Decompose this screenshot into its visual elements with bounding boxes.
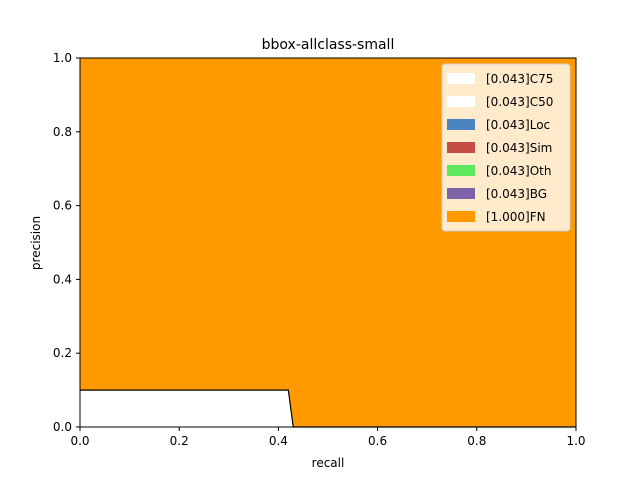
y-axis-ticks: 0.0 0.2 0.4 0.6 0.8 1.0 <box>53 51 80 434</box>
y-axis-label: precision <box>29 216 43 270</box>
legend-label: [0.043]C50 <box>486 95 553 109</box>
y-tick-label: 0.8 <box>53 125 72 139</box>
legend-swatch <box>447 211 475 222</box>
chart-title: bbox-allclass-small <box>262 37 395 53</box>
legend-label: [0.043]Sim <box>486 141 552 155</box>
legend-label: [0.043]C75 <box>486 72 553 86</box>
x-tick-label: 0.2 <box>170 434 189 448</box>
legend-swatch <box>447 73 475 84</box>
legend-label: [0.043]Loc <box>486 118 550 132</box>
legend-label: [1.000]FN <box>486 210 546 224</box>
area-series-0 <box>80 390 576 427</box>
legend: [0.043]C75 [0.043]C50 [0.043]Loc [0.043]Sim… <box>441 63 571 232</box>
legend-swatch <box>447 165 475 176</box>
y-tick-label: 0.2 <box>53 346 72 360</box>
legend-swatch <box>447 96 475 107</box>
x-tick-label: 1.0 <box>566 434 585 448</box>
y-tick-label: 0.4 <box>53 272 72 286</box>
x-tick-label: 0.0 <box>70 434 89 448</box>
y-tick-label: 0.0 <box>53 420 72 434</box>
x-tick-label: 0.8 <box>467 434 486 448</box>
y-tick-label: 0.6 <box>53 199 72 213</box>
plot-frame <box>79 57 577 428</box>
legend-swatch <box>447 188 475 199</box>
legend-label: [0.043]BG <box>486 187 547 201</box>
x-tick-label: 0.6 <box>368 434 387 448</box>
x-tick-label: 0.4 <box>269 434 288 448</box>
x-axis-label: recall <box>312 456 345 470</box>
y-tick-label: 1.0 <box>53 51 72 65</box>
legend-swatch <box>447 119 475 130</box>
legend-swatch <box>447 142 475 153</box>
x-axis-ticks: 0.0 0.2 0.4 0.6 0.8 1.0 <box>70 427 586 448</box>
legend-label: [0.043]Oth <box>486 164 551 178</box>
